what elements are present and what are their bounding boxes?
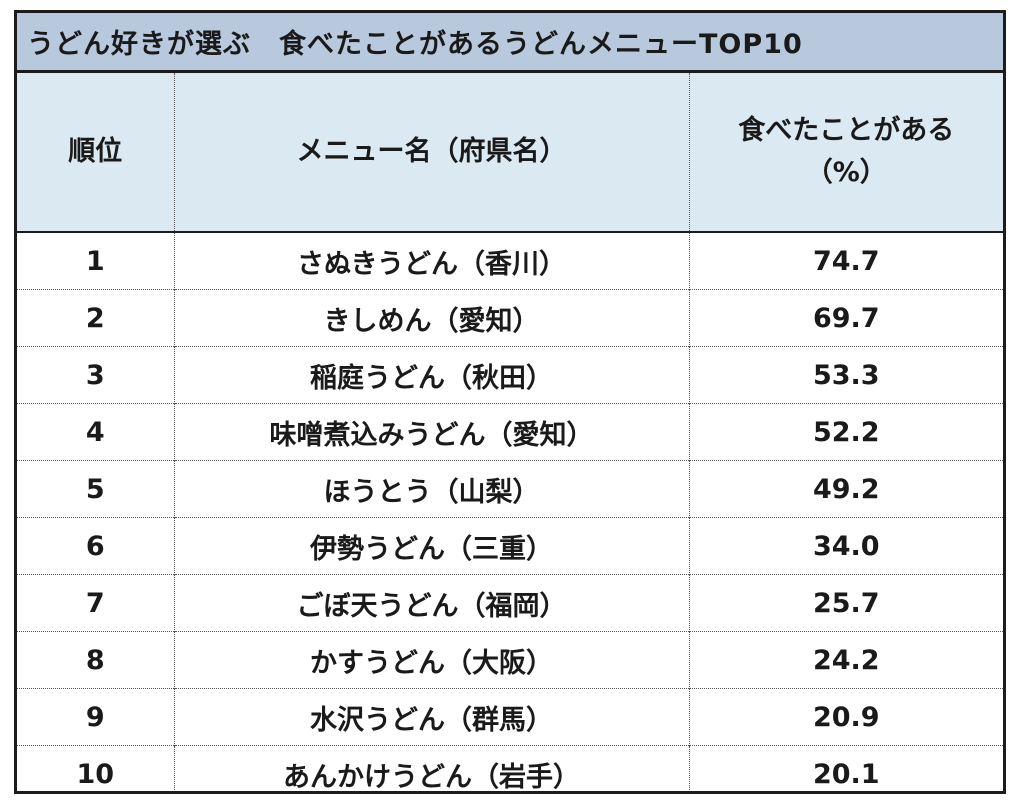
rank-cell: 10 bbox=[17, 745, 174, 791]
rank-cell: 7 bbox=[17, 574, 174, 632]
header-rank: 順位 bbox=[17, 73, 174, 233]
percentage-cell: 20.9 bbox=[688, 688, 1003, 746]
menu-cell: あんかけうどん（岩手） bbox=[173, 745, 689, 791]
menu-cell: 稲庭うどん（秋田） bbox=[173, 346, 689, 404]
rank-cell: 1 bbox=[85, 245, 105, 277]
header-row: 順位 メニュー名（府県名） 食べたことがある （%） bbox=[17, 73, 1003, 233]
percentage-cell: 25.7 bbox=[688, 574, 1003, 632]
rank-cell: 5 bbox=[17, 460, 174, 518]
rank-cell: 6 bbox=[17, 517, 174, 575]
percentage-cell: 34.0 bbox=[688, 517, 1003, 575]
rank-cell: 3 bbox=[17, 346, 174, 404]
percentage-cell: 52.2 bbox=[688, 403, 1003, 461]
ranking-table: 順位 メニュー名（府県名） 食べたことがある （%） 1 さぬきうどん（香川） … bbox=[17, 73, 1003, 791]
menu-cell: さぬきうどん（香川） bbox=[173, 232, 689, 290]
percentage-cell: 53.3 bbox=[688, 346, 1003, 404]
percentage-cell: 24.2 bbox=[688, 631, 1003, 689]
table-row: 1 さぬきうどん（香川） 74.7 bbox=[17, 232, 1003, 290]
header-percentage-label: 食べたことがある bbox=[738, 115, 955, 147]
header-percentage: 食べたことがある （%） bbox=[688, 73, 1003, 233]
table-row: 10 あんかけうどん（岩手） 20.1 bbox=[17, 745, 1003, 791]
percentage-cell: 74.7 bbox=[688, 232, 1003, 290]
rank-cell: 9 bbox=[17, 688, 174, 746]
rank-cell: 4 bbox=[17, 403, 174, 461]
table-row: 8 かすうどん（大阪） 24.2 bbox=[17, 631, 1003, 689]
header-percentage-unit: （%） bbox=[805, 157, 887, 188]
table-title: うどん好きが選ぶ 食べたことがあるうどんメニューTOP10 bbox=[17, 13, 1003, 73]
menu-cell: ごぼ天うどん（福岡） bbox=[173, 574, 689, 632]
table-row: 9 水沢うどん（群馬） 20.9 bbox=[17, 688, 1003, 746]
menu-cell: 水沢うどん（群馬） bbox=[173, 688, 689, 746]
percentage-cell: 20.1 bbox=[688, 745, 1003, 791]
menu-cell: きしめん（愛知） bbox=[173, 289, 689, 347]
table-row: 7 ごぼ天うどん（福岡） 25.7 bbox=[17, 574, 1003, 632]
table-row: 2 きしめん（愛知） 69.7 bbox=[17, 289, 1003, 347]
ranking-table-frame: うどん好きが選ぶ 食べたことがあるうどんメニューTOP10 順位 メニュー名（府… bbox=[14, 10, 1006, 794]
table-row: 4 味噌煮込みうどん（愛知） 52.2 bbox=[17, 403, 1003, 461]
rank-cell: 2 bbox=[17, 289, 174, 347]
header-menu: メニュー名（府県名） bbox=[173, 73, 689, 233]
percentage-cell: 69.7 bbox=[688, 289, 1003, 347]
table-row: 3 稲庭うどん（秋田） 53.3 bbox=[17, 346, 1003, 404]
menu-cell: かすうどん（大阪） bbox=[173, 631, 689, 689]
table-row: 6 伊勢うどん（三重） 34.0 bbox=[17, 517, 1003, 575]
menu-cell: ほうとう（山梨） bbox=[173, 460, 689, 518]
rank-cell: 8 bbox=[17, 631, 174, 689]
table-row: 5 ほうとう（山梨） 49.2 bbox=[17, 460, 1003, 518]
menu-cell: 味噌煮込みうどん（愛知） bbox=[173, 403, 689, 461]
percentage-cell: 49.2 bbox=[688, 460, 1003, 518]
menu-cell: 伊勢うどん（三重） bbox=[173, 517, 689, 575]
